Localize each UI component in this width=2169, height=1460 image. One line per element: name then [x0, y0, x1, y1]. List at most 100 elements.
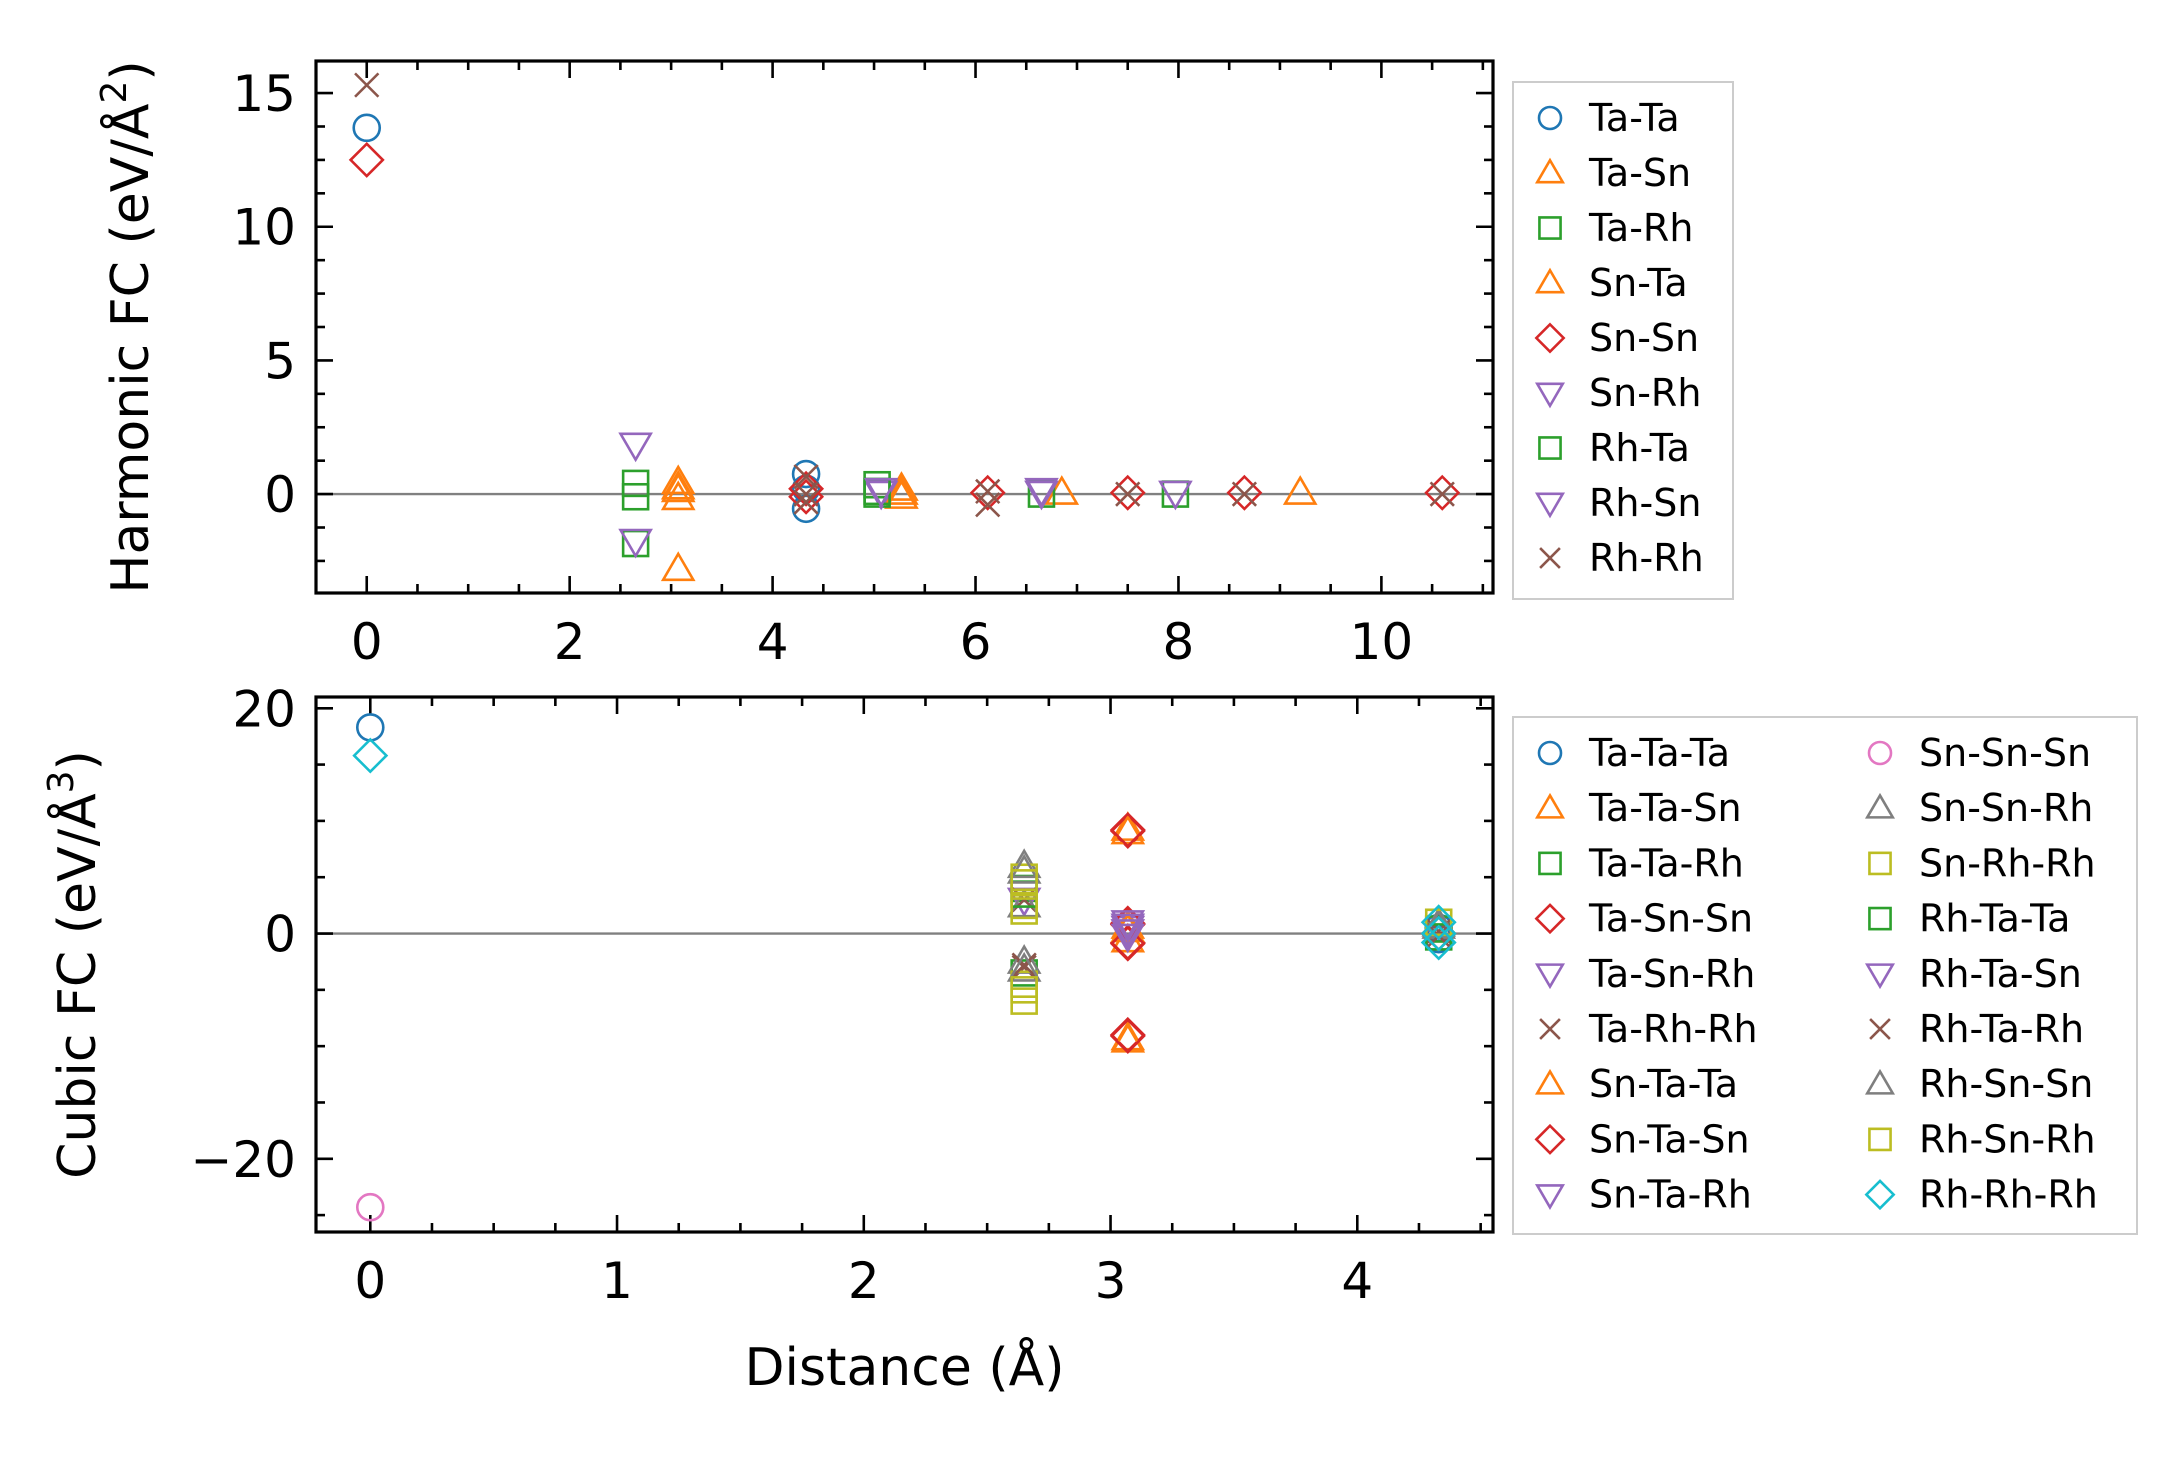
- data-point-rh-rh: [793, 489, 819, 515]
- legend-marker-sn-sn: [1534, 322, 1566, 354]
- legend-label: Rh-Rh: [1589, 536, 1704, 580]
- data-point-ta-rh: [621, 482, 650, 511]
- data-point-ta-sn: [660, 464, 696, 495]
- data-point-ta-sn: [660, 480, 696, 511]
- legend-label: Sn-Ta-Sn: [1589, 1117, 1750, 1161]
- data-point-rh-sn: [863, 477, 899, 508]
- data-point-rh-sn: [1024, 477, 1059, 508]
- legend-marker-ta-ta-ta: [1537, 740, 1563, 766]
- legend-label: Ta-Rh-Rh: [1588, 1007, 1758, 1051]
- legend-marker-sn-ta-sn: [1534, 1123, 1566, 1155]
- legend-box: [1512, 716, 2138, 1235]
- y-axis-label: Cubic FC (eV/Å3): [41, 750, 108, 1179]
- legend-marker-ta-ta-rh: [1538, 851, 1562, 876]
- legend-label: Rh-Ta-Sn: [1919, 952, 2082, 996]
- data-point-rh-sn-rh: [1010, 976, 1038, 1004]
- legend-marker-rh-sn: [1534, 492, 1566, 519]
- legend-label: Ta-Ta-Ta: [1588, 731, 1730, 775]
- data-point-ta-ta-ta: [355, 713, 385, 742]
- legend-marker-rh-ta: [1538, 436, 1562, 460]
- legend-label: Rh-Ta: [1589, 426, 1690, 470]
- data-point-sn-sn-sn: [355, 1192, 385, 1222]
- data-point-sn-ta-rh: [1110, 919, 1146, 949]
- legend-label: Rh-Sn-Rh: [1919, 1117, 2096, 1161]
- legend-label: Sn-Sn-Rh: [1919, 786, 2093, 830]
- legend-marker-sn-ta-rh: [1534, 1184, 1566, 1210]
- data-point-rh-rh-rh: [1420, 924, 1457, 961]
- y-tick-label: −20: [190, 1131, 296, 1189]
- legend-marker-sn-sn-rh: [1864, 792, 1896, 819]
- legend-marker-ta-sn-rh: [1534, 963, 1566, 990]
- data-points: [348, 72, 1461, 582]
- legend-marker-sn-ta-ta: [1534, 1068, 1566, 1095]
- y-tick-label: 5: [264, 332, 296, 390]
- plot-frame: [314, 695, 1495, 1234]
- x-tick-label: 4: [1341, 1252, 1373, 1310]
- data-point-sn-ta: [884, 475, 919, 505]
- legend-label: Ta-Rh: [1588, 206, 1693, 250]
- data-point-ta-rh: [621, 529, 650, 558]
- legend-label: Sn-Ta-Ta: [1589, 1062, 1738, 1106]
- legend-label: Sn-Rh: [1589, 371, 1701, 415]
- data-point-rh-rh-rh: [1420, 915, 1457, 952]
- x-tick-label: 2: [848, 1252, 880, 1310]
- data-point-sn-ta: [660, 469, 696, 500]
- data-point-rh-ta-sn: [1110, 923, 1146, 954]
- data-point-sn-rh: [618, 528, 653, 559]
- legend-marker-ta-rh: [1538, 216, 1562, 240]
- y-tick-label: 20: [232, 680, 296, 738]
- legend-label: Ta-Ta-Rh: [1588, 841, 1744, 885]
- data-point-ta-sn: [884, 479, 919, 509]
- y-tick-label: 15: [232, 65, 296, 123]
- data-point-sn-ta-ta: [1110, 814, 1146, 845]
- data-point-ta-ta: [791, 494, 821, 524]
- cubic-fc-panel: 0 1 2 3 4 −20 0 20 Cubic FC (eV/Å3) Distance (Å) T…: [41, 680, 2138, 1398]
- data-point-ta-ta: [791, 459, 821, 489]
- y-axis-label: Harmonic FC (eV/Å2): [94, 60, 161, 593]
- data-point-rh-rh: [975, 492, 1001, 518]
- legend-marker-ta-rh-rh: [1539, 1018, 1561, 1040]
- data-point-ta-ta: [352, 113, 382, 143]
- data-points: [352, 713, 1457, 1222]
- data-point-sn-ta-sn: [1109, 925, 1146, 962]
- legend-label: Sn-Sn-Sn: [1919, 731, 2091, 775]
- x-tick-label: 3: [1095, 1252, 1127, 1310]
- legend-label: Ta-Sn: [1588, 151, 1691, 195]
- legend-marker-sn-ta: [1534, 267, 1566, 294]
- data-point-sn-rh: [618, 432, 653, 463]
- legend-label: Ta-Sn-Sn: [1588, 897, 1753, 941]
- y-tick-label: 10: [232, 199, 296, 257]
- data-point-rh-rh-rh: [352, 737, 389, 774]
- legend-marker-rh-ta-rh: [1869, 1018, 1891, 1040]
- data-point-ta-sn: [660, 551, 696, 582]
- legend-marker-rh-rh-rh: [1864, 1179, 1896, 1211]
- x-tick-label: 0: [354, 1252, 386, 1310]
- data-point-rh-sn-rh: [1010, 891, 1038, 920]
- data-point-ta-ta-sn: [1110, 811, 1146, 841]
- legend-label: Rh-Ta-Rh: [1919, 1007, 2084, 1051]
- data-point-rh-sn-rh: [1010, 869, 1038, 897]
- legend-marker-rh-rh: [1539, 547, 1561, 569]
- data-point-rh-rh: [1231, 481, 1258, 507]
- x-tick-label: 0: [351, 613, 383, 671]
- legend-marker-ta-sn: [1534, 157, 1566, 184]
- data-point-sn-ta-sn: [1109, 811, 1146, 848]
- legend-marker-ta-ta: [1537, 105, 1563, 131]
- legend-marker-sn-rh: [1534, 382, 1566, 409]
- x-axis-label: Distance (Å): [744, 1336, 1064, 1398]
- legend-label: Sn-Ta-Rh: [1589, 1173, 1752, 1217]
- x-tick-label: 8: [1163, 613, 1195, 671]
- x-tick-label: 2: [554, 613, 586, 671]
- x-tick-label: 4: [757, 613, 789, 671]
- legend-label: Rh-Sn-Sn: [1919, 1062, 2093, 1106]
- data-point-ta-sn: [1282, 475, 1318, 505]
- y-tick-label: 0: [264, 906, 296, 964]
- legend-label: Ta-Ta: [1588, 96, 1680, 140]
- data-point-sn-ta-sn: [1109, 1018, 1146, 1054]
- legend-marker-sn-rh-rh: [1868, 851, 1892, 876]
- data-point-rh-sn-sn: [1006, 951, 1042, 982]
- legend-label: Rh-Sn: [1589, 481, 1701, 525]
- legend-label: Sn-Ta: [1589, 261, 1688, 305]
